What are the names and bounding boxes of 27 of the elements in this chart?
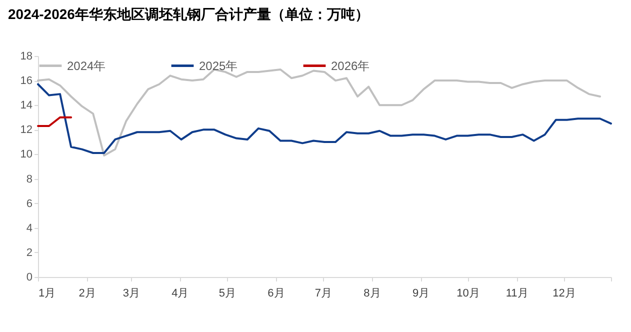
legend-label: 2025年 [199, 58, 238, 73]
x-tick-label: 2月 [78, 288, 96, 300]
y-tick-label: 6 [26, 198, 32, 210]
legend-label: 2024年 [67, 58, 106, 73]
y-tick-label: 14 [20, 100, 32, 112]
x-tick-label: 1月 [38, 288, 56, 300]
y-tick-label: 12 [20, 124, 32, 136]
chart-title: 2024-2026年华东地区调坯轧钢厂合计产量（单位：万吨） [8, 6, 369, 22]
y-tick-label: 18 [20, 50, 32, 62]
y-tick-label: 10 [20, 148, 32, 161]
x-tick-label: 12月 [552, 288, 576, 300]
x-tick-label: 9月 [412, 288, 430, 300]
x-tick-label: 3月 [122, 288, 140, 300]
y-tick-label: 16 [20, 75, 32, 88]
line-series [37, 83, 612, 154]
x-tick-label: 11月 [506, 288, 528, 300]
x-tick-label: 10月 [456, 288, 480, 300]
y-tick-label: 0 [26, 272, 32, 284]
x-tick-label: 6月 [268, 288, 285, 300]
x-tick-label: 5月 [218, 288, 236, 300]
y-tick-label: 8 [26, 173, 32, 186]
legend-label: 2026年 [331, 58, 370, 73]
y-tick-label: 2 [26, 246, 32, 259]
y-tick-label: 4 [26, 222, 32, 234]
x-tick-label: 8月 [364, 288, 381, 300]
x-tick-label: 7月 [314, 288, 332, 300]
x-tick-label: 4月 [172, 288, 189, 300]
